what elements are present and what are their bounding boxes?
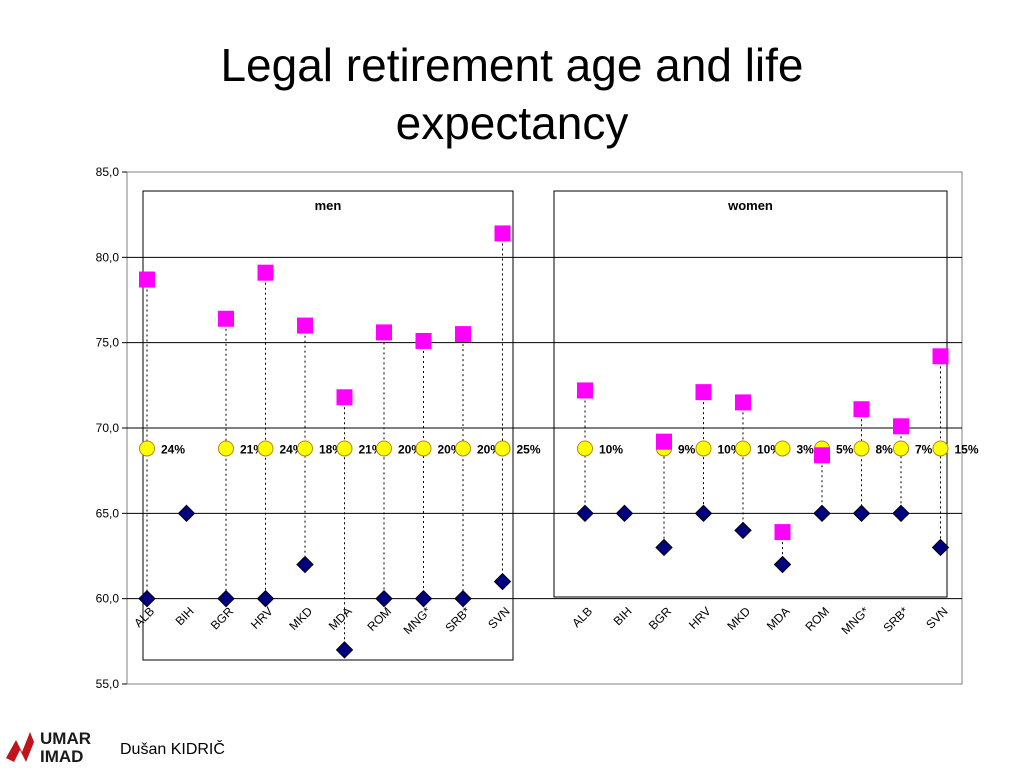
gap-marker	[415, 440, 432, 457]
life-expectancy-point	[695, 384, 712, 401]
retirement-age-point	[576, 504, 594, 523]
retirement-age-point	[138, 589, 156, 608]
gap-marker	[257, 440, 274, 457]
y-tick-label: 80,0	[96, 250, 120, 264]
retirement-age-point	[852, 504, 871, 523]
gap-marker	[336, 440, 353, 457]
retirement-age-point	[931, 538, 950, 557]
retirement-age-point	[454, 589, 472, 608]
gap-marker	[455, 440, 471, 457]
life-expectancy-point	[257, 264, 274, 281]
y-tick-label: 65,0	[96, 506, 120, 520]
panel-box	[142, 190, 514, 661]
y-tick-label: 85,0	[96, 165, 120, 179]
gap-marker	[893, 440, 909, 457]
gap-marker	[376, 440, 392, 457]
percent-label: 7%	[915, 442, 933, 456]
gap-marker	[577, 440, 593, 457]
retirement-age-point	[493, 572, 512, 591]
life-expectancy-point	[139, 271, 155, 288]
retirement-age-point	[414, 589, 433, 608]
life-expectancy-point	[494, 225, 511, 242]
gap-marker	[297, 440, 313, 457]
life-expectancy-point	[656, 433, 672, 450]
retirement-age-point	[655, 538, 673, 557]
retirement-age-point	[256, 589, 275, 608]
gap-marker	[774, 440, 791, 457]
logo-mark-icon	[6, 732, 34, 762]
umar-imad-logo: UMAR IMAD	[4, 728, 114, 771]
y-tick-label: 60,0	[96, 592, 120, 606]
percent-label: 15%	[955, 442, 979, 456]
retirement-age-point	[694, 504, 713, 523]
percent-label: 25%	[517, 442, 541, 456]
logo-text-top: UMAR	[40, 729, 91, 748]
retirement-age-point	[296, 555, 314, 574]
percent-label: 10%	[599, 442, 623, 456]
life-expectancy-point	[853, 401, 870, 418]
retirement-age-point	[813, 504, 831, 523]
percent-label: 24%	[161, 442, 185, 456]
retirement-age-point	[773, 555, 792, 574]
life-expectancy-point	[932, 348, 949, 365]
retirement-age-point	[615, 504, 634, 523]
life-expectancy-point	[893, 418, 909, 435]
gap-marker	[853, 440, 870, 457]
retirement-age-point	[734, 521, 752, 540]
percent-label: 9%	[678, 442, 696, 456]
percent-label: 8%	[876, 442, 894, 456]
retirement-age-point	[335, 641, 354, 659]
life-expectancy-point	[735, 394, 751, 411]
slide-title-line2: expectancy	[395, 97, 629, 149]
panel-box	[553, 190, 948, 598]
gap-marker	[735, 440, 751, 457]
author-name: Dušan KIDRIČ	[120, 741, 225, 758]
life-expectancy-point	[297, 317, 313, 334]
y-tick-label: 75,0	[96, 336, 120, 350]
life-expectancy-point	[336, 389, 353, 406]
life-expectancy-point	[577, 382, 593, 399]
life-expectancy-point	[814, 447, 830, 464]
panel-title: men	[315, 198, 342, 213]
gap-marker	[139, 440, 155, 457]
y-tick-label: 55,0	[96, 677, 120, 691]
percent-label: 5%	[836, 442, 854, 456]
retirement-age-point	[177, 504, 196, 523]
life-expectancy-point	[376, 324, 392, 341]
retirement-age-point	[375, 589, 393, 608]
logo-text-bottom: IMAD	[40, 747, 83, 766]
life-expectancy-point	[218, 310, 234, 327]
slide-title-line1: Legal retirement age and life	[220, 39, 804, 91]
life-expectancy-point	[415, 332, 432, 349]
life-expectancy-point	[774, 524, 791, 541]
gap-marker	[695, 440, 712, 457]
percent-label: 3%	[797, 442, 815, 456]
y-tick-label: 70,0	[96, 421, 120, 435]
retirement-age-point	[892, 504, 910, 523]
y-axis: 55,0 60,0 65,0 70,0 75,0 80,0 85,0	[96, 165, 127, 691]
gap-marker	[218, 440, 234, 457]
slide-title: Legal retirement age and life expectancy	[62, 36, 962, 152]
gap-marker	[494, 440, 511, 457]
retirement-age-point	[217, 589, 235, 608]
panel-title: women	[727, 198, 773, 213]
gap-marker	[932, 440, 949, 457]
life-expectancy-point	[455, 326, 471, 343]
